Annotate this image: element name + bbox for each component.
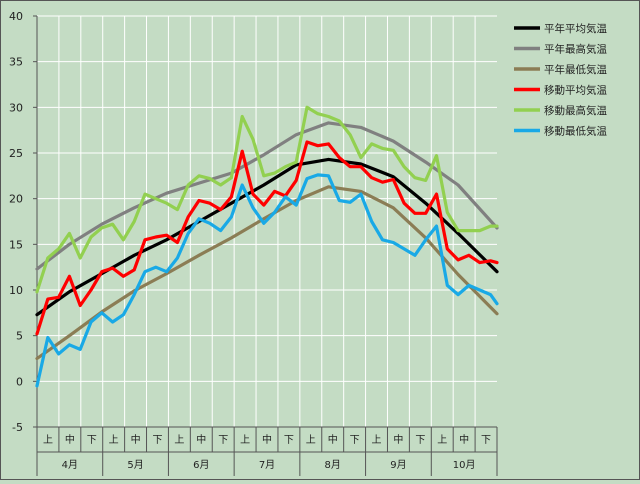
decade-label: 中	[393, 433, 403, 446]
decade-label: 上	[240, 434, 250, 446]
month-label: 7月	[259, 459, 275, 471]
y-tick-label: -5	[12, 421, 23, 434]
decade-label: 中	[459, 433, 469, 446]
series-line-3	[35, 185, 499, 361]
decade-label: 下	[218, 435, 228, 446]
legend-label-3: 平年最低気温	[544, 63, 607, 76]
decade-label: 上	[109, 434, 119, 446]
legend-label-4: 移動平均気温	[544, 84, 607, 97]
y-tick-label: 5	[16, 330, 23, 343]
series-line-5	[35, 105, 499, 294]
month-label: 6月	[193, 459, 209, 471]
decade-label: 中	[262, 433, 272, 446]
y-tick-label: 15	[9, 238, 23, 251]
y-tick-label: 25	[9, 147, 23, 160]
decade-label: 上	[43, 434, 53, 446]
decade-label: 下	[481, 435, 491, 446]
decade-label: 下	[415, 435, 425, 446]
legend-label-5: 移動最高気温	[544, 104, 607, 117]
decade-label: 上	[306, 434, 316, 446]
legend-label-2: 平年最高気温	[544, 43, 607, 56]
month-label: 4月	[62, 459, 78, 471]
month-label: 8月	[325, 459, 341, 471]
decade-label: 中	[131, 433, 141, 446]
y-tick-label: 30	[9, 101, 23, 114]
decade-label: 下	[152, 435, 162, 446]
y-tick-label: 35	[9, 56, 23, 69]
decade-label: 上	[372, 434, 382, 446]
decade-label: 下	[284, 435, 294, 446]
decade-label: 上	[437, 434, 447, 446]
y-tick-label: 0	[16, 375, 23, 388]
month-label: 9月	[390, 459, 406, 471]
month-label: 10月	[453, 459, 476, 471]
legend-label-6: 移動最低気温	[544, 125, 607, 138]
decade-label: 中	[196, 433, 206, 446]
y-tick-label: 20	[9, 193, 23, 206]
decade-label: 中	[328, 433, 338, 446]
decade-label: 中	[65, 433, 75, 446]
legend-label-1: 平年平均気温	[544, 22, 607, 35]
series-line-4	[35, 140, 499, 336]
decade-label: 上	[174, 434, 184, 446]
decade-label: 下	[87, 435, 97, 446]
decade-label: 下	[350, 435, 360, 446]
series-line-2	[35, 121, 499, 271]
y-tick-label: 10	[9, 284, 23, 297]
y-tick-label: 40	[9, 10, 23, 23]
series-line-6	[35, 173, 499, 388]
month-label: 5月	[127, 459, 143, 471]
